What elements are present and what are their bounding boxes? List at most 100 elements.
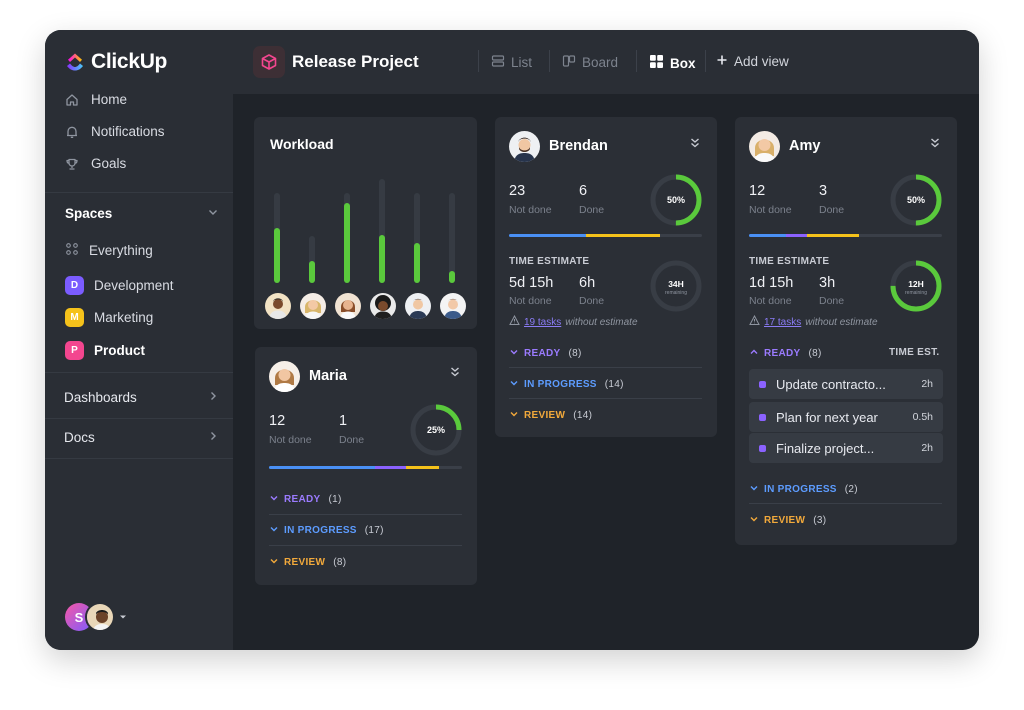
workload-bar-fill xyxy=(274,228,280,283)
clickup-logo[interactable]: ClickUp xyxy=(65,50,167,74)
group-label: REVIEW xyxy=(524,410,566,421)
workload-bar-track xyxy=(449,193,455,283)
group-in-progress[interactable]: IN PROGRESS (17) xyxy=(269,524,384,537)
not-done-label: Not done xyxy=(749,204,792,216)
group-in-progress[interactable]: IN PROGRESS (14) xyxy=(509,378,624,391)
space-product[interactable]: P Product xyxy=(65,341,145,360)
progress-segment-yellow xyxy=(586,234,660,237)
view-tab-box[interactable]: Box xyxy=(649,54,696,72)
space-badge-p: P xyxy=(65,341,84,360)
done-count: 1 xyxy=(339,413,348,429)
home-icon xyxy=(65,93,79,107)
chevron-down-icon[interactable] xyxy=(207,206,219,221)
spaces-header[interactable]: Spaces xyxy=(65,206,219,221)
completion-ring: 25% xyxy=(410,404,462,456)
warning-icon xyxy=(749,314,760,329)
time-done-label: Done xyxy=(819,295,845,307)
collapse-chevron-icon[interactable] xyxy=(449,365,461,377)
add-view-label: Add view xyxy=(734,54,789,69)
sidebar-docs[interactable]: Docs xyxy=(64,430,219,445)
task-row[interactable]: Finalize project... 2h xyxy=(749,433,943,463)
task-name: Finalize project... xyxy=(776,440,875,456)
workload-bar-fill xyxy=(379,235,385,283)
view-separator xyxy=(636,50,637,72)
time-not-done: 1d 15h xyxy=(749,275,794,291)
user-menu[interactable]: S xyxy=(65,602,127,632)
status-progress-bar xyxy=(509,234,702,237)
sidebar-divider xyxy=(45,418,233,419)
completion-ring: 50% xyxy=(890,174,942,226)
workload-card: Workload xyxy=(254,117,477,329)
remaining-ring: 12H remaining xyxy=(890,260,942,312)
tasks-link[interactable]: 19 tasks xyxy=(524,316,562,328)
avatar[interactable] xyxy=(440,293,466,319)
group-label: READY xyxy=(284,494,321,505)
chevron-down-icon xyxy=(269,556,279,569)
task-time: 0.5h xyxy=(912,411,933,423)
collapse-chevron-icon[interactable] xyxy=(689,136,701,148)
group-divider xyxy=(509,367,702,368)
spaces-label: Spaces xyxy=(65,206,113,221)
group-label: READY xyxy=(764,348,801,359)
avatar[interactable] xyxy=(749,131,780,162)
group-ready[interactable]: READY (8) xyxy=(509,347,582,360)
chevron-right-icon xyxy=(207,390,219,405)
not-done-count: 23 xyxy=(509,183,526,199)
box-view-icon xyxy=(649,54,664,72)
completion-percent: 50% xyxy=(907,195,925,205)
group-in-progress[interactable]: IN PROGRESS (2) xyxy=(749,483,858,496)
avatar[interactable] xyxy=(265,293,291,319)
group-ready[interactable]: READY (1) xyxy=(269,493,342,506)
done-label: Done xyxy=(819,204,845,216)
collapse-chevron-icon[interactable] xyxy=(929,136,941,148)
not-done-label: Not done xyxy=(509,204,552,216)
caret-down-icon[interactable] xyxy=(119,608,127,626)
space-everything[interactable]: Everything xyxy=(65,242,153,259)
group-review[interactable]: REVIEW (3) xyxy=(749,514,826,527)
nav-home-label: Home xyxy=(91,92,128,107)
view-tab-board[interactable]: Board xyxy=(562,54,618,71)
logo-text: ClickUp xyxy=(91,50,168,73)
completion-percent: 50% xyxy=(667,195,685,205)
workload-bar-fill xyxy=(309,261,315,283)
group-count: (1) xyxy=(328,494,342,505)
avatar[interactable] xyxy=(269,361,300,392)
progress-segment-yellow xyxy=(406,466,439,469)
task-row[interactable]: Plan for next year 0.5h xyxy=(749,402,943,432)
sidebar-dashboards[interactable]: Dashboards xyxy=(64,390,219,405)
group-divider xyxy=(269,514,462,515)
group-label: IN PROGRESS xyxy=(284,525,357,536)
nav-notifications[interactable]: Notifications xyxy=(65,124,165,139)
group-divider xyxy=(749,503,942,504)
progress-segment-yellow xyxy=(806,234,859,237)
time-not-done-label: Not done xyxy=(509,295,552,307)
add-view-button[interactable]: Add view xyxy=(716,54,789,69)
space-marketing[interactable]: M Marketing xyxy=(65,308,153,327)
group-ready[interactable]: READY (8) xyxy=(749,347,822,360)
avatar[interactable] xyxy=(300,293,326,319)
task-name: Update contracto... xyxy=(776,376,886,392)
group-review[interactable]: REVIEW (8) xyxy=(269,556,346,569)
task-time: 2h xyxy=(921,442,933,454)
workload-bar-track xyxy=(379,179,385,283)
time-done: 3h xyxy=(819,275,836,291)
done-label: Done xyxy=(339,434,365,446)
tasks-link[interactable]: 17 tasks xyxy=(764,316,802,328)
space-development[interactable]: D Development xyxy=(65,276,174,295)
view-tab-list[interactable]: List xyxy=(491,54,532,71)
avatar[interactable] xyxy=(370,293,396,319)
progress-segment-purple xyxy=(375,466,407,469)
nav-home[interactable]: Home xyxy=(65,92,127,107)
group-count: (3) xyxy=(813,515,827,526)
avatar[interactable] xyxy=(335,293,361,319)
missing-estimate-warning: 17 tasks without estimate xyxy=(749,314,878,329)
task-row[interactable]: Update contracto... 2h xyxy=(749,369,943,399)
avatar[interactable] xyxy=(509,131,540,162)
group-review[interactable]: REVIEW (14) xyxy=(509,409,592,422)
workload-bar-track xyxy=(309,236,315,283)
completion-ring-arc xyxy=(410,404,462,456)
avatar[interactable] xyxy=(405,293,431,319)
space-development-label: Development xyxy=(94,278,174,293)
view-separator xyxy=(705,50,706,72)
nav-goals[interactable]: Goals xyxy=(65,156,126,171)
